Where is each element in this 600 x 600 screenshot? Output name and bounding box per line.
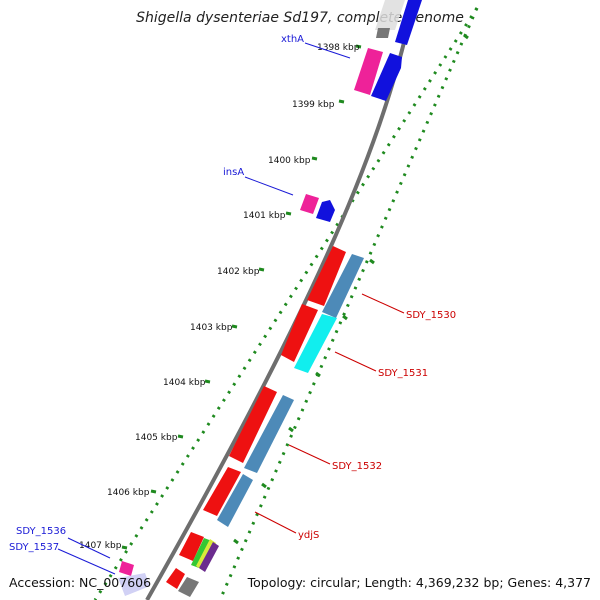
tick-mark — [261, 482, 267, 489]
reverse-strand-features — [166, 246, 364, 597]
gene-feature[interactable] — [322, 254, 364, 318]
tick-mark — [285, 211, 292, 216]
tick-label: 1403 kbp — [190, 323, 233, 333]
forward-strand-features — [118, 0, 422, 596]
genome-summary-text: Topology: circular; Length: 4,369,232 bp… — [247, 575, 591, 590]
gene-label-SDY_1532[interactable]: SDY_1532 — [332, 461, 382, 472]
gene-feature[interactable] — [376, 28, 390, 38]
gene-feature[interactable] — [371, 53, 402, 101]
tick-mark — [288, 426, 294, 433]
tick-label: 1398 kbp — [317, 43, 360, 53]
tick-labels: 1398 kbp 1399 kbp 1400 kbp 1401 kbp 1402… — [79, 43, 360, 551]
callout-line — [288, 444, 331, 465]
gene-label-SDY_1530[interactable]: SDY_1530 — [406, 310, 456, 321]
gene-feature[interactable] — [203, 467, 241, 516]
tick-mark — [233, 538, 239, 545]
tick-label: 1405 kbp — [135, 433, 178, 443]
tick-marks — [121, 33, 469, 550]
outer-dotted-ring — [93, 7, 479, 600]
tick-mark — [338, 99, 345, 104]
gene-label-SDY_1536[interactable]: SDY_1536 — [16, 526, 66, 537]
gene-feature[interactable] — [395, 0, 422, 45]
tick-mark — [204, 379, 211, 384]
tick-label: 1406 kbp — [107, 488, 150, 498]
gene-feature[interactable] — [178, 577, 199, 597]
tick-mark — [311, 156, 318, 161]
callout-lines — [57, 42, 405, 575]
tick-mark — [121, 545, 128, 550]
tick-mark — [258, 267, 265, 272]
tick-mark — [369, 258, 375, 265]
gene-label-insA[interactable]: insA — [223, 167, 244, 178]
tick-mark — [315, 371, 321, 378]
gene-label-SDY_1537[interactable]: SDY_1537 — [9, 542, 59, 553]
callout-line — [334, 351, 377, 372]
tick-label: 1404 kbp — [163, 378, 206, 388]
gene-feature[interactable] — [179, 532, 204, 561]
gene-feature[interactable] — [217, 474, 253, 527]
callout-line — [67, 537, 111, 559]
callout-line — [244, 176, 294, 196]
gene-feature[interactable] — [281, 304, 318, 362]
callout-line — [57, 548, 116, 575]
inner-dotted-ring — [218, 7, 479, 600]
gene-label-SDY_1531[interactable]: SDY_1531 — [378, 368, 428, 379]
gene-feature[interactable] — [300, 194, 319, 214]
tick-label: 1402 kbp — [217, 267, 260, 277]
gene-feature[interactable] — [307, 246, 346, 306]
tick-label: 1400 kbp — [268, 156, 311, 166]
tick-label: 1401 kbp — [243, 211, 286, 221]
gene-feature[interactable] — [375, 0, 405, 30]
gene-feature[interactable] — [119, 561, 134, 576]
gene-feature[interactable] — [118, 573, 150, 596]
gene-label-ydjS[interactable]: ydjS — [298, 530, 319, 541]
callout-line — [254, 511, 297, 534]
tick-label: 1399 kbp — [292, 100, 335, 110]
gene-feature[interactable] — [316, 200, 335, 222]
gene-feature[interactable] — [166, 568, 185, 589]
gene-feature[interactable] — [229, 386, 277, 463]
tick-mark — [342, 314, 348, 321]
gene-feature[interactable] — [354, 48, 383, 95]
gene-feature[interactable] — [199, 542, 219, 572]
tick-mark — [177, 434, 184, 439]
tick-label: 1407 kbp — [79, 541, 122, 551]
gene-labels: xthA insA SDY_1530 SDY_1531 SDY_1532 ydj… — [9, 34, 456, 553]
tick-mark — [463, 33, 469, 40]
tick-mark — [150, 489, 157, 494]
callout-line — [361, 293, 405, 314]
gene-feature[interactable] — [294, 314, 337, 373]
callout-line — [304, 42, 351, 59]
gene-label-xthA[interactable]: xthA — [281, 34, 304, 45]
genome-backbone — [145, 7, 414, 600]
tick-mark — [355, 44, 362, 49]
gene-feature[interactable] — [244, 395, 294, 473]
tick-mark — [231, 324, 238, 329]
accession-text: Accession: NC_007606 — [9, 575, 151, 590]
